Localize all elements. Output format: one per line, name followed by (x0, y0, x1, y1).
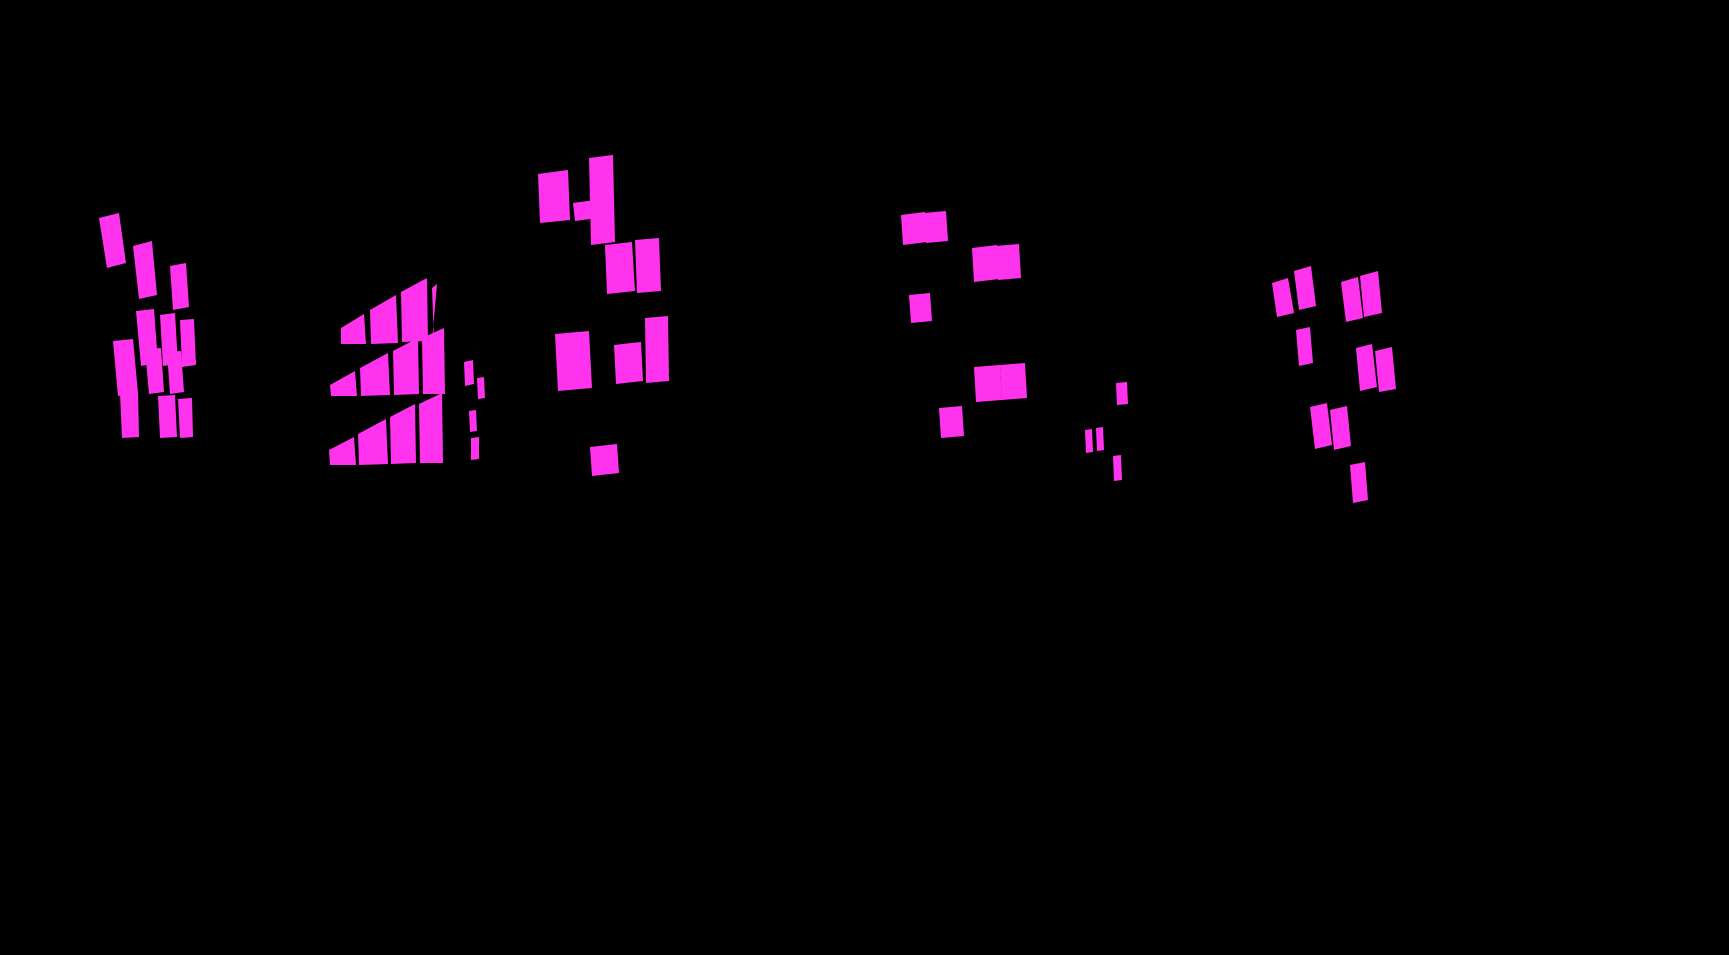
mask-patch (909, 293, 932, 323)
mask-patch (422, 328, 445, 394)
mask-patch (1296, 327, 1313, 366)
mask-patch (158, 395, 177, 438)
mask-patch (477, 377, 485, 399)
mask-patch (1000, 363, 1027, 400)
mask-patch (1294, 266, 1316, 310)
mask-patch (1341, 277, 1363, 322)
mask-patch (924, 211, 948, 243)
mask-patch (469, 410, 477, 432)
mask-patch (180, 319, 196, 367)
mask-patch (1375, 347, 1396, 392)
mask-patch (133, 241, 157, 299)
mask-patch (370, 295, 398, 344)
mask-patch (972, 245, 999, 282)
mask-patch (555, 331, 592, 391)
mask-patch (330, 371, 357, 396)
mask-patch (1096, 427, 1104, 451)
mask-patch (996, 244, 1021, 280)
mask-patch (471, 437, 479, 460)
mask-patch (1310, 403, 1332, 449)
mask-patch (974, 365, 1002, 402)
patch-group (99, 155, 1396, 503)
mask-patch (113, 339, 138, 396)
mask-patch (1330, 406, 1351, 450)
mask-patch (464, 360, 474, 386)
mask-patch (178, 398, 193, 438)
mask-patch (341, 314, 366, 344)
mask-patch (170, 263, 189, 310)
mask-patch (1360, 271, 1382, 317)
mask-patch (99, 213, 126, 268)
mask-patch (1085, 429, 1093, 453)
mask-patch (358, 419, 388, 465)
mask-patch (1116, 382, 1128, 405)
mask-patch (538, 170, 570, 223)
mask-patch (1350, 462, 1368, 503)
mask-patch (401, 278, 428, 342)
mask-patch (419, 393, 443, 463)
mask-patch (645, 316, 669, 383)
mask-patch (1113, 455, 1122, 481)
mask-patch (145, 348, 164, 394)
mask-patch (614, 342, 643, 384)
mask-patch (393, 338, 419, 395)
mask-patch (939, 406, 964, 438)
mask-patch (605, 242, 635, 294)
mask-patch (1356, 344, 1377, 391)
mask-patch (120, 392, 139, 438)
mask-patch (901, 212, 927, 245)
mask-patch (329, 437, 356, 465)
mask-patch (390, 404, 416, 464)
mask-patch (360, 353, 390, 396)
mask-patch (432, 284, 437, 341)
mask-patch (1272, 278, 1294, 317)
mask-patch (167, 351, 184, 394)
mask-patch (590, 444, 619, 476)
mask-patch (589, 155, 615, 245)
mask-patch (635, 238, 661, 293)
